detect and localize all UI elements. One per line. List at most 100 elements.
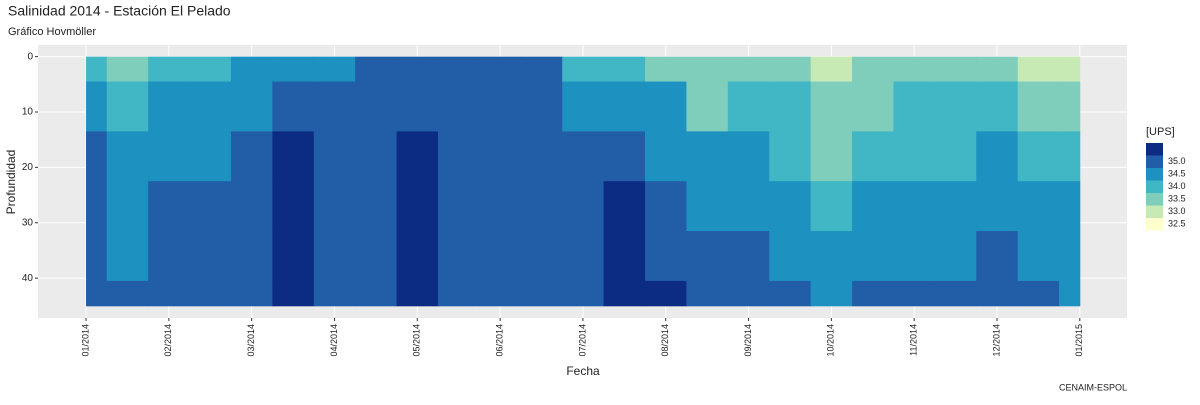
- salinity-cell: [520, 81, 563, 132]
- salinity-cell: [272, 280, 315, 307]
- salinity-cell: [1059, 56, 1081, 83]
- salinity-cell: [106, 131, 149, 182]
- salinity-cell: [86, 81, 108, 132]
- salinity-cell: [1017, 81, 1060, 132]
- salinity-cell: [686, 231, 729, 282]
- salinity-cell: [976, 231, 1019, 282]
- salinity-cell: [562, 56, 605, 83]
- x-tick-label: 11/2014: [909, 324, 919, 356]
- y-tick-label: 10: [22, 107, 34, 118]
- salinity-cell: [396, 56, 439, 83]
- salinity-cell: [727, 81, 770, 132]
- salinity-cell: [686, 280, 729, 307]
- salinity-cell: [976, 56, 1019, 83]
- salinity-cell: [86, 131, 108, 182]
- salinity-cell: [313, 131, 356, 182]
- salinity-cell: [769, 131, 812, 182]
- salinity-cell: [603, 131, 646, 182]
- salinity-cell: [313, 231, 356, 282]
- salinity-cell: [437, 81, 480, 132]
- salinity-cell: [396, 181, 439, 232]
- salinity-cell: [934, 131, 977, 182]
- salinity-cell: [148, 181, 191, 232]
- salinity-cell: [396, 231, 439, 282]
- salinity-cell: [189, 81, 232, 132]
- legend-label: 33.5: [1168, 194, 1186, 204]
- legend-swatch: [1146, 143, 1163, 156]
- salinity-cell: [645, 81, 687, 132]
- salinity-cell: [893, 81, 936, 132]
- legend-swatch: [1146, 193, 1163, 206]
- legend-swatch: [1146, 205, 1163, 218]
- salinity-cell: [893, 181, 936, 232]
- salinity-cell: [769, 231, 812, 282]
- legend-label: 33.0: [1168, 206, 1186, 216]
- salinity-cell: [934, 231, 977, 282]
- salinity-cell: [727, 231, 770, 282]
- salinity-cell: [1059, 81, 1081, 132]
- salinity-cell: [272, 56, 315, 83]
- salinity-cell: [86, 181, 108, 232]
- salinity-cell: [976, 181, 1019, 232]
- salinity-cell: [313, 56, 356, 83]
- salinity-cell: [810, 181, 853, 232]
- x-tick-label: 10/2014: [826, 324, 836, 357]
- x-tick-label: 12/2014: [991, 324, 1001, 357]
- salinity-cell: [313, 181, 356, 232]
- salinity-cell: [893, 231, 936, 282]
- x-tick-label: 06/2014: [494, 324, 504, 357]
- salinity-cell: [934, 56, 977, 83]
- salinity-cell: [520, 181, 563, 232]
- salinity-cell: [934, 280, 977, 307]
- salinity-cell: [148, 280, 191, 307]
- salinity-cell: [852, 231, 894, 282]
- salinity-cell: [520, 280, 563, 307]
- salinity-cell: [520, 231, 563, 282]
- salinity-cell: [852, 81, 894, 132]
- x-tick-label: 03/2014: [246, 324, 256, 357]
- salinity-cell: [520, 56, 563, 83]
- salinity-cell: [562, 231, 605, 282]
- salinity-cell: [810, 131, 853, 182]
- salinity-cell: [396, 280, 439, 307]
- salinity-cell: [86, 231, 108, 282]
- salinity-cell: [479, 56, 522, 83]
- salinity-cell: [1059, 231, 1081, 282]
- salinity-cell: [562, 81, 605, 132]
- salinity-cell: [686, 81, 729, 132]
- salinity-cell: [976, 81, 1019, 132]
- salinity-cell: [810, 56, 853, 83]
- legend-swatch: [1146, 155, 1163, 168]
- salinity-cell: [893, 131, 936, 182]
- x-axis-label: Fecha: [566, 364, 600, 378]
- chart-subtitle: Gráfico Hovmöller: [8, 26, 96, 38]
- salinity-cell: [272, 181, 315, 232]
- salinity-cell: [313, 280, 356, 307]
- salinity-cell: [852, 131, 894, 182]
- salinity-cell: [645, 231, 687, 282]
- salinity-cell: [562, 280, 605, 307]
- x-tick-label: 01/2015: [1074, 324, 1084, 357]
- salinity-cell: [852, 56, 894, 83]
- salinity-cell: [148, 56, 191, 83]
- salinity-cell: [189, 56, 232, 83]
- x-tick-label: 01/2014: [80, 324, 90, 357]
- x-tick-label: 05/2014: [412, 324, 422, 357]
- salinity-cell: [272, 81, 315, 132]
- chart-title: Salinidad 2014 - Estación El Pelado: [8, 3, 231, 19]
- x-tick-label: 08/2014: [660, 324, 670, 357]
- salinity-cell: [1017, 231, 1060, 282]
- salinity-cell: [727, 181, 770, 232]
- salinity-cell: [230, 280, 273, 307]
- salinity-cell: [603, 81, 646, 132]
- salinity-cell: [479, 181, 522, 232]
- x-tick-label: 04/2014: [329, 324, 339, 357]
- salinity-cell: [686, 131, 729, 182]
- salinity-cell: [106, 181, 149, 232]
- salinity-cell: [645, 131, 687, 182]
- salinity-cell: [976, 131, 1019, 182]
- salinity-cell: [355, 280, 398, 307]
- salinity-cell: [479, 280, 522, 307]
- salinity-cell: [1059, 181, 1081, 232]
